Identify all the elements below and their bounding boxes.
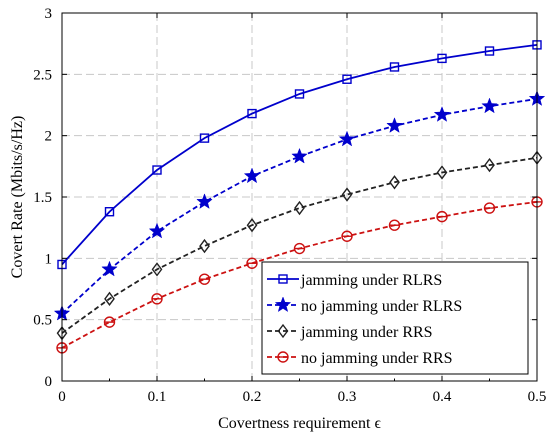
data-point bbox=[483, 202, 496, 214]
x-axis-label: Covertness requirement ϵ bbox=[218, 415, 381, 432]
y-tick-label: 3 bbox=[45, 6, 53, 22]
y-axis-label: Covert Rate (Mbits/s/Hz) bbox=[9, 116, 26, 279]
y-tick-label: 1.5 bbox=[33, 190, 52, 206]
data-point bbox=[436, 165, 448, 180]
legend-swatch-marker bbox=[277, 323, 289, 339]
x-tick-label: 0 bbox=[58, 389, 66, 405]
data-point bbox=[386, 117, 403, 133]
data-point bbox=[341, 230, 353, 242]
legend-label: jamming under RLRS bbox=[300, 272, 442, 289]
data-point bbox=[293, 242, 306, 255]
data-point bbox=[338, 130, 356, 147]
data-point bbox=[198, 273, 211, 285]
legend-box bbox=[261, 261, 529, 375]
legend-swatch-marker bbox=[277, 351, 289, 363]
data-point bbox=[484, 46, 495, 56]
data-point bbox=[148, 222, 166, 239]
legend-item: no jamming under RRS bbox=[267, 350, 453, 367]
data-point bbox=[152, 165, 162, 175]
data-point bbox=[341, 187, 353, 202]
data-point bbox=[294, 200, 305, 216]
legend-item: jamming under RLRS bbox=[267, 272, 442, 289]
data-point bbox=[101, 260, 118, 277]
legend-label: no jamming under RRS bbox=[301, 350, 453, 367]
legend-label: jamming under RRS bbox=[300, 324, 433, 341]
data-point bbox=[437, 53, 447, 64]
data-point bbox=[481, 97, 498, 114]
data-point bbox=[436, 210, 448, 223]
x-tick-label: 0.2 bbox=[243, 389, 262, 405]
data-point bbox=[151, 293, 163, 305]
data-point bbox=[243, 167, 261, 184]
data-point bbox=[433, 106, 451, 122]
ticks: 0 0.1 0.2 0.3 0.4 0.5 0 0.5 1 1.5 2 2.5 3 bbox=[33, 6, 546, 405]
series-line bbox=[61, 43, 538, 266]
x-tick-label: 0.4 bbox=[433, 389, 452, 405]
x-tick-label: 0.3 bbox=[338, 389, 357, 405]
legend-swatch-marker bbox=[278, 274, 288, 284]
legend-swatch-marker bbox=[274, 296, 292, 313]
data-point bbox=[389, 62, 400, 72]
data-point bbox=[196, 193, 213, 209]
y-tick-label: 1 bbox=[45, 251, 53, 267]
data-point bbox=[104, 291, 115, 306]
legend-item: jamming under RRS bbox=[267, 323, 433, 341]
data-point bbox=[246, 257, 258, 269]
data-point bbox=[291, 147, 308, 164]
y-tick-label: 2.5 bbox=[33, 67, 52, 83]
series-2 bbox=[56, 150, 543, 341]
data-point bbox=[199, 238, 210, 254]
data-point bbox=[199, 133, 210, 143]
series-0 bbox=[57, 40, 542, 270]
x-tick-label: 0.1 bbox=[148, 389, 167, 405]
series-layer bbox=[53, 40, 546, 354]
data-point bbox=[247, 108, 257, 119]
legend: jamming under RLRS no jamming under RLRS j… bbox=[261, 261, 529, 375]
data-point bbox=[151, 262, 163, 277]
data-point bbox=[294, 89, 305, 99]
y-tick-label: 0.5 bbox=[33, 313, 52, 329]
series-line bbox=[61, 97, 538, 315]
y-tick-label: 2 bbox=[45, 129, 53, 145]
data-point bbox=[342, 74, 352, 84]
x-tick-label: 0.5 bbox=[528, 389, 547, 405]
legend-item: no jamming under RLRS bbox=[267, 296, 462, 315]
legend-label: no jamming under RLRS bbox=[301, 298, 462, 315]
series-line bbox=[61, 156, 538, 334]
data-point bbox=[246, 218, 258, 233]
data-point bbox=[104, 207, 115, 217]
y-tick-label: 0 bbox=[45, 374, 53, 390]
data-point bbox=[103, 316, 116, 328]
data-point bbox=[389, 175, 400, 190]
data-point bbox=[388, 219, 401, 231]
data-point bbox=[484, 157, 495, 173]
